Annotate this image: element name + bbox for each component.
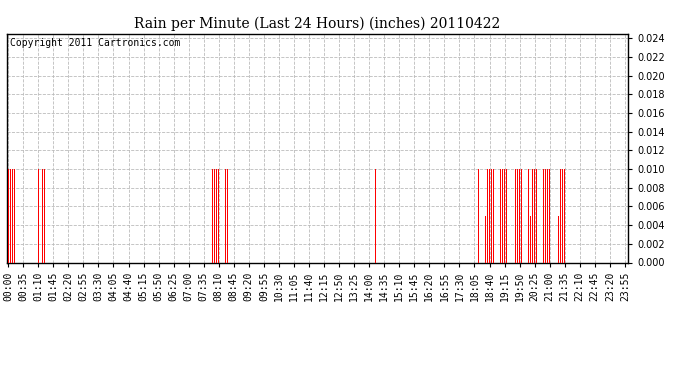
Text: Copyright 2011 Cartronics.com: Copyright 2011 Cartronics.com — [10, 38, 180, 48]
Title: Rain per Minute (Last 24 Hours) (inches) 20110422: Rain per Minute (Last 24 Hours) (inches)… — [135, 17, 500, 31]
